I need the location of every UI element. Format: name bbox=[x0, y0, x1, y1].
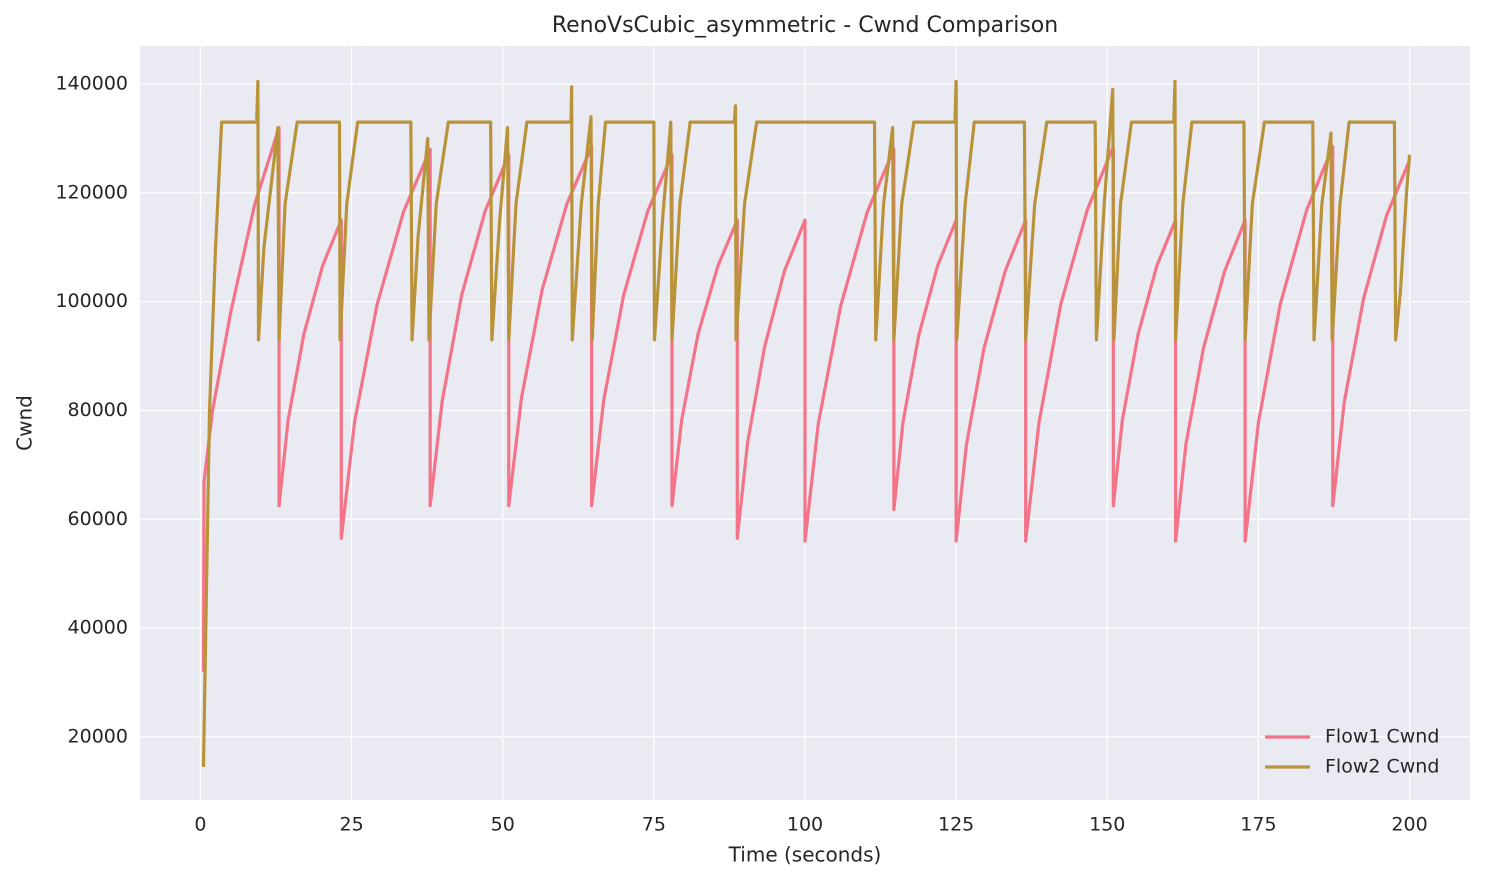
x-tick-label: 125 bbox=[938, 814, 974, 836]
y-tick-label: 80000 bbox=[68, 399, 128, 421]
x-tick-label: 75 bbox=[642, 814, 666, 836]
y-tick-label: 60000 bbox=[68, 508, 128, 530]
series-line bbox=[201, 79, 1412, 767]
chart-title: RenoVsCubic_asymmetric - Cwnd Comparison bbox=[552, 13, 1058, 38]
y-tick-label: 100000 bbox=[55, 290, 128, 312]
x-tick-label: 0 bbox=[194, 814, 206, 836]
x-tick-label: 50 bbox=[491, 814, 515, 836]
x-tick-label: 150 bbox=[1089, 814, 1125, 836]
y-tick-label: 20000 bbox=[68, 725, 128, 747]
x-tick-label: 200 bbox=[1391, 814, 1427, 836]
x-axis-label: Time (seconds) bbox=[728, 843, 882, 867]
series-line bbox=[201, 126, 1412, 672]
x-tick-label: 175 bbox=[1240, 814, 1276, 836]
x-tick-label: 25 bbox=[339, 814, 363, 836]
y-axis-label: Cwnd bbox=[13, 395, 37, 451]
legend-label: Flow1 Cwnd bbox=[1325, 726, 1439, 748]
legend-label: Flow2 Cwnd bbox=[1325, 756, 1439, 778]
y-tick-label: 140000 bbox=[55, 73, 128, 95]
x-tick-label: 100 bbox=[787, 814, 823, 836]
y-tick-label: 120000 bbox=[55, 181, 128, 203]
y-tick-label: 40000 bbox=[68, 617, 128, 639]
